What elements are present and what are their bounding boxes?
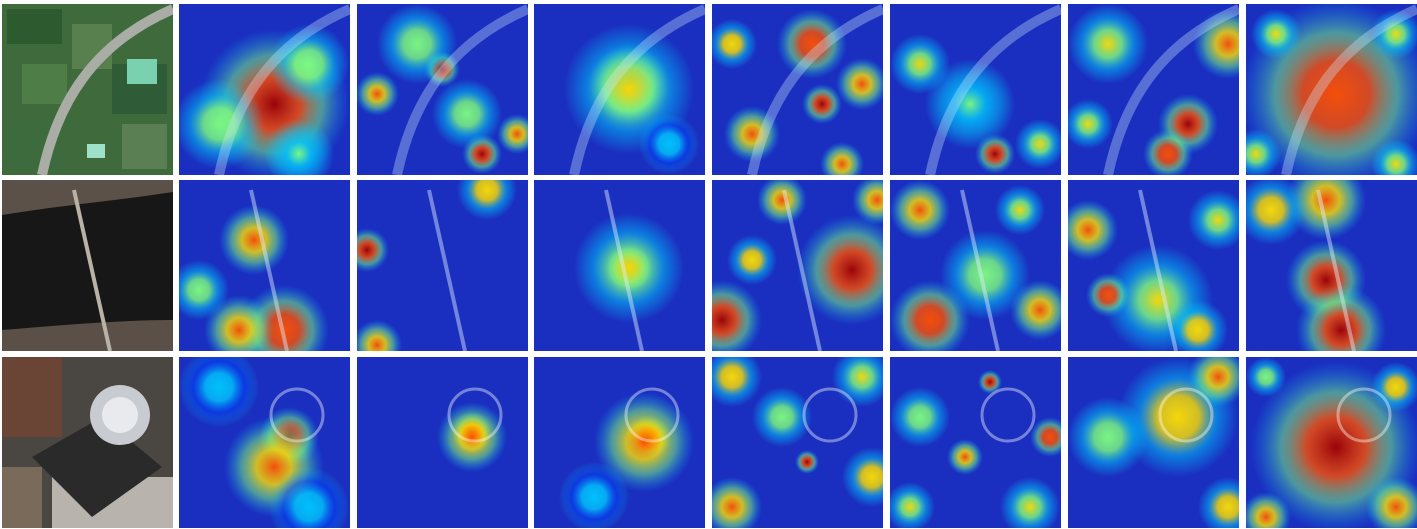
domed-building-plaza-heatmap-4 [712,357,883,528]
bridge-over-river-heatmap-4 [712,180,883,351]
bridge-over-river-heatmap-2 [357,180,528,351]
farmland-with-curved-road-heatmap-2 [357,4,528,175]
bridge-over-river-photo [2,180,173,351]
attention-heatmap [890,4,1061,175]
aerial-photo [2,180,173,351]
farmland-with-curved-road-heatmap-3 [534,4,705,175]
farmland-with-curved-road-heatmap-6 [1068,4,1239,175]
attention-heatmap [1068,4,1239,175]
attention-heatmap [1246,357,1417,528]
attention-heatmap [179,4,350,175]
bridge-over-river-heatmap-5 [890,180,1061,351]
farmland-with-curved-road-heatmap-5 [890,4,1061,175]
attention-heatmap [890,357,1061,528]
attention-heatmap [1246,4,1417,175]
bridge-over-river-heatmap-1 [179,180,350,351]
farmland-with-curved-road-heatmap-4 [712,4,883,175]
attention-heatmap [179,357,350,528]
domed-building-plaza-heatmap-2 [357,357,528,528]
attention-heatmap [712,357,883,528]
attention-heatmap [357,357,528,528]
farmland-with-curved-road-photo [2,4,173,175]
bridge-over-river-heatmap-7 [1246,180,1417,351]
attention-heatmap [357,4,528,175]
attention-heatmap [1068,180,1239,351]
aerial-photo [2,357,173,528]
attention-heatmap [1068,357,1239,528]
attention-heatmap [534,180,705,351]
attention-heatmap [712,180,883,351]
domed-building-plaza-heatmap-3 [534,357,705,528]
farmland-with-curved-road-heatmap-7 [1246,4,1417,175]
domed-building-plaza-photo [2,357,173,528]
aerial-photo [2,4,173,175]
attention-heatmap [357,180,528,351]
domed-building-plaza-heatmap-6 [1068,357,1239,528]
domed-building-plaza-heatmap-5 [890,357,1061,528]
attention-heatmap [534,357,705,528]
domed-building-plaza-heatmap-1 [179,357,350,528]
bridge-over-river-heatmap-3 [534,180,705,351]
attention-heatmap [1246,180,1417,351]
farmland-with-curved-road-heatmap-1 [179,4,350,175]
domed-building-plaza-heatmap-7 [1246,357,1417,528]
attention-heatmap [712,4,883,175]
bridge-over-river-heatmap-6 [1068,180,1239,351]
attention-heatmap [179,180,350,351]
attention-heatmap [890,180,1061,351]
attention-heatmap [534,4,705,175]
